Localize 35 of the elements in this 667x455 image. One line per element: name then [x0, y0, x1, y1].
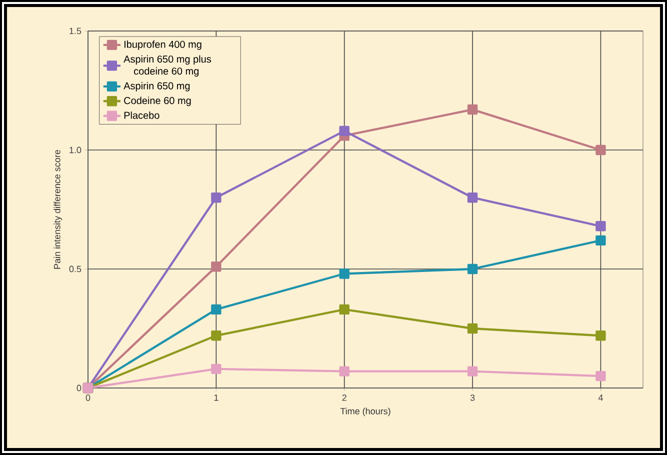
legend-label: Placebo — [124, 112, 160, 119]
point — [211, 364, 222, 374]
point — [211, 192, 222, 203]
x-tick-label: 1 — [214, 394, 218, 401]
legend-label: Aspirin 650 mg — [124, 82, 190, 92]
x-tick-label: 2 — [342, 394, 346, 401]
point — [211, 304, 222, 315]
point — [339, 268, 350, 279]
x-axis-title: Time (hours) — [340, 408, 390, 416]
y-tick-label: 0 — [76, 384, 82, 392]
x-tick-label: 4 — [598, 394, 603, 401]
legend-label: Codeine 60 mg — [124, 96, 191, 106]
y-tick-label: 0.5 — [69, 266, 82, 272]
point — [211, 330, 222, 341]
y-tick-label: 1.5 — [70, 28, 82, 34]
x-tick-label: 0 — [86, 394, 90, 401]
point — [596, 144, 606, 156]
y-axis-title: Pain intensity difference score — [54, 150, 62, 269]
legend-label: Aspirin 650 mg plus codeine 60 mg — [124, 55, 212, 77]
point — [467, 366, 478, 376]
point — [339, 304, 350, 315]
point — [596, 221, 606, 232]
point — [467, 264, 478, 274]
y-tick-label: 1.0 — [70, 146, 82, 154]
point — [339, 366, 350, 376]
point — [596, 330, 606, 341]
point — [339, 126, 350, 136]
x-tick-label: 3 — [470, 394, 475, 401]
point — [596, 235, 606, 246]
point — [596, 370, 606, 382]
point — [467, 323, 478, 334]
point — [211, 262, 222, 272]
point — [467, 104, 478, 115]
point — [467, 192, 478, 203]
legend-label: Ibuprofen 400 mg — [124, 40, 202, 50]
